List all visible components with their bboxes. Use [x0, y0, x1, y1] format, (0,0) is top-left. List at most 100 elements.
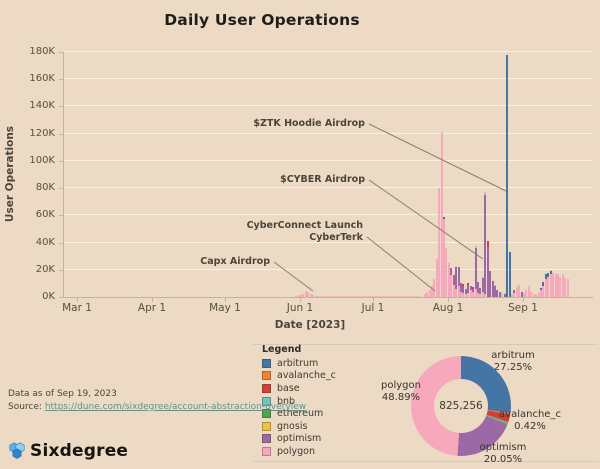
bar-segment-polygon[interactable] [317, 296, 319, 297]
bar-segment-polygon[interactable] [561, 275, 564, 297]
bar-segment-polygon[interactable] [532, 294, 535, 297]
bar-segment-other[interactable] [535, 293, 538, 295]
bar-segment-polygon[interactable] [542, 286, 545, 297]
bar-segment-other[interactable] [447, 262, 450, 265]
bar-segment-other[interactable] [527, 286, 530, 288]
bar-segment-polygon[interactable] [426, 292, 428, 297]
bar-segment-optimism[interactable] [493, 286, 496, 297]
bar-segment-polygon[interactable] [435, 258, 438, 297]
bar-segment-polygon[interactable] [564, 277, 567, 297]
legend-item-gnosis[interactable]: gnosis [262, 420, 372, 433]
bar-segment-polygon[interactable] [484, 294, 487, 297]
bar-segment-polygon[interactable] [450, 275, 453, 297]
bar-segment-optimism[interactable] [472, 288, 475, 292]
bar-segment-arbitrum[interactable] [506, 54, 508, 297]
bar-segment-optimism[interactable] [479, 287, 482, 295]
bar-segment-optimism[interactable] [486, 246, 489, 297]
bar-segment-optimism[interactable] [498, 291, 501, 297]
bar-segment-other[interactable] [503, 292, 506, 295]
bar-segment-polygon[interactable] [527, 287, 530, 297]
bar-segment-optimism[interactable] [457, 267, 460, 287]
bar-segment-arbitrum[interactable] [547, 272, 550, 277]
bar-segment-optimism[interactable] [476, 282, 479, 293]
bar-segment-polygon[interactable] [462, 292, 465, 297]
bar-segment-polygon[interactable] [428, 290, 431, 297]
bar-segment-polygon[interactable] [447, 264, 450, 297]
bar-segment-optimism[interactable] [450, 268, 453, 276]
bar-segment-polygon[interactable] [523, 292, 525, 297]
bar-segment-polygon[interactable] [544, 279, 547, 297]
bar-segment-base[interactable] [472, 287, 475, 289]
bar-segment-optimism[interactable] [481, 278, 484, 292]
bar-segment-polygon[interactable] [467, 292, 470, 297]
bar-segment-optimism[interactable] [464, 288, 467, 295]
bar-segment-polygon[interactable] [314, 295, 317, 297]
bar-segment-arbitrum[interactable] [542, 282, 545, 287]
bar-segment-optimism[interactable] [496, 290, 499, 297]
bar-segment-polygon[interactable] [300, 294, 302, 297]
bar-segment-polygon[interactable] [559, 276, 562, 297]
bar-segment-other[interactable] [549, 269, 552, 272]
bar-segment-polygon[interactable] [423, 294, 426, 297]
bar-segment-optimism[interactable] [503, 294, 506, 297]
bar-segment-polygon[interactable] [474, 288, 477, 297]
bar-segment-polygon[interactable] [295, 296, 298, 297]
bar-segment-polygon[interactable] [457, 286, 460, 297]
bar-segment-other[interactable] [510, 294, 513, 297]
legend-item-polygon[interactable]: polygon [262, 445, 372, 458]
bar-segment-polygon[interactable] [309, 293, 312, 297]
bar-segment-other[interactable] [484, 192, 487, 195]
bar-segment-optimism[interactable] [455, 267, 458, 289]
legend-item-optimism[interactable]: optimism [262, 433, 372, 446]
bar-segment-polygon[interactable] [566, 279, 569, 297]
source-link[interactable]: https://dune.com/sixdegree/account-abstr… [44, 401, 307, 412]
bar-segment-polygon[interactable] [537, 292, 540, 297]
bar-segment-other[interactable] [561, 273, 564, 276]
legend-item-avalanche_c[interactable]: avalanche_c [262, 370, 372, 383]
bar-segment-base[interactable] [462, 284, 465, 287]
bar-segment-optimism[interactable] [460, 283, 462, 292]
bar-segment-optimism[interactable] [474, 248, 477, 289]
bar-segment-optimism[interactable] [469, 286, 472, 291]
bar-segment-polygon[interactable] [556, 273, 559, 297]
bar-segment-polygon[interactable] [476, 292, 479, 297]
legend-item-base[interactable]: base [262, 382, 372, 395]
bar-segment-base[interactable] [467, 282, 470, 285]
bar-segment-polygon[interactable] [552, 272, 555, 297]
bar-segment-optimism[interactable] [484, 194, 487, 295]
bar-segment-polygon[interactable] [525, 290, 528, 297]
bar-segment-polygon[interactable] [469, 290, 472, 297]
bar-segment-other[interactable] [440, 132, 443, 135]
bar-segment-arbitrum[interactable] [544, 273, 547, 280]
bar-segment-polygon[interactable] [430, 286, 433, 297]
bar-segment-polygon[interactable] [472, 291, 475, 297]
bar-segment-polygon[interactable] [464, 294, 467, 297]
bar-segment-arbitrum[interactable] [508, 252, 511, 297]
bar-segment-polygon[interactable] [549, 273, 552, 297]
bar-segment-polygon[interactable] [515, 288, 518, 297]
bar-segment-other[interactable] [515, 287, 518, 289]
bar-segment-polygon[interactable] [312, 294, 315, 297]
bar-segment-other[interactable] [518, 284, 521, 287]
bar-segment-polygon[interactable] [530, 291, 533, 297]
bar-segment-polygon[interactable] [297, 295, 300, 297]
bar-segment-optimism[interactable] [489, 271, 492, 297]
bar-segment-polygon[interactable] [460, 291, 462, 297]
bar-segment-arbitrum[interactable] [540, 287, 542, 291]
bar-segment-optimism[interactable] [452, 275, 455, 285]
bar-segment-polygon[interactable] [307, 292, 310, 297]
bar-segment-polygon[interactable] [452, 284, 455, 297]
bar-segment-optimism[interactable] [520, 291, 523, 297]
bar-segment-optimism[interactable] [513, 290, 516, 293]
bar-segment-other[interactable] [493, 284, 496, 287]
bar-segment-optimism[interactable] [462, 286, 465, 293]
bar-segment-polygon[interactable] [302, 293, 305, 297]
bar-segment-optimism[interactable] [467, 284, 470, 293]
bar-segment-other[interactable] [474, 246, 477, 248]
bar-segment-other[interactable] [501, 292, 504, 297]
bar-segment-polygon[interactable] [479, 294, 482, 297]
bar-segment-polygon[interactable] [540, 290, 542, 297]
bar-segment-polygon[interactable] [518, 286, 521, 297]
bar-segment-polygon[interactable] [445, 248, 448, 297]
bar-segment-other[interactable] [455, 265, 458, 268]
